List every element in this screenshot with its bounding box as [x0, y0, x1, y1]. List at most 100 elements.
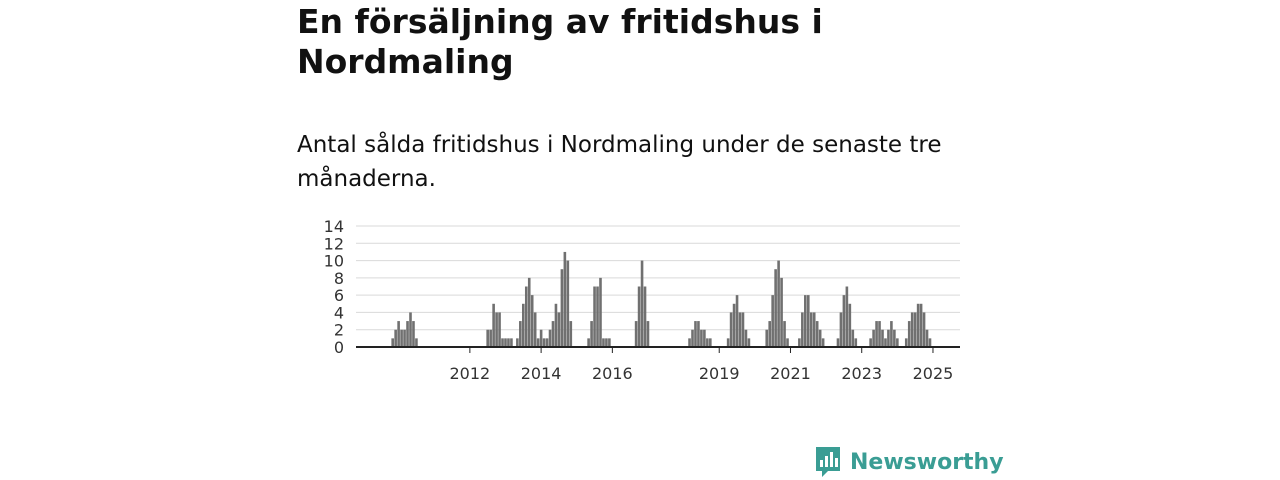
bar	[596, 286, 599, 347]
bar	[798, 338, 801, 347]
bar	[691, 329, 694, 347]
bar	[854, 338, 858, 347]
bar	[741, 312, 745, 347]
bar	[815, 321, 819, 347]
bar	[510, 338, 513, 347]
brand-logo-block[interactable]: Newsworthy	[814, 444, 1004, 480]
bar	[904, 338, 908, 347]
bar	[893, 329, 896, 347]
bar	[869, 338, 872, 347]
bar	[643, 286, 647, 347]
bar	[694, 321, 697, 347]
x-tick-label: 2023	[841, 364, 882, 383]
bar	[783, 321, 786, 347]
bar	[878, 321, 881, 347]
bar	[771, 295, 774, 347]
chart-subtitle: Antal sålda fritidshus i Nordmaling unde…	[297, 132, 942, 192]
bar	[489, 329, 492, 347]
bar	[646, 321, 650, 347]
bar	[516, 338, 519, 347]
bar	[735, 295, 739, 347]
bar	[548, 329, 552, 347]
bar	[910, 312, 914, 347]
x-axis-labels: 2012 2014 2016 2019 2021 2023 2025	[450, 347, 953, 383]
x-tick-label: 2014	[521, 364, 562, 383]
y-tick-label: 12	[324, 234, 344, 253]
bar	[545, 338, 549, 347]
bar	[896, 338, 899, 347]
bar	[560, 269, 564, 347]
y-tick-label: 4	[334, 303, 344, 322]
bar	[706, 338, 709, 347]
bar	[524, 286, 528, 347]
bar	[563, 251, 567, 347]
bar	[409, 312, 412, 347]
bar	[872, 329, 875, 347]
chart-title: En försäljning av fritidshus i Nordmalin…	[297, 2, 823, 81]
y-tick-label: 14	[324, 217, 344, 236]
bar	[703, 329, 706, 347]
bar	[554, 303, 558, 347]
bar	[780, 277, 783, 347]
bar	[522, 303, 525, 347]
data-labels: 1	[949, 212, 960, 217]
y-tick-label: 6	[334, 286, 344, 305]
bar	[812, 312, 816, 347]
x-tick-label: 2016	[592, 364, 633, 383]
y-tick-label: 8	[334, 269, 344, 288]
bar	[533, 312, 537, 347]
bar	[786, 338, 789, 347]
bar	[557, 312, 561, 347]
bar	[887, 329, 890, 347]
bar	[747, 338, 751, 347]
newsworthy-logo-icon	[816, 447, 840, 477]
bar	[602, 338, 605, 347]
bar	[765, 329, 769, 347]
bar	[919, 303, 923, 347]
bar	[637, 286, 641, 347]
bar	[744, 329, 748, 347]
gridlines	[356, 225, 960, 331]
x-tick-label: 2012	[450, 364, 491, 383]
bar	[397, 321, 400, 347]
bar	[842, 295, 846, 347]
x-tick-label: 2019	[699, 364, 740, 383]
value-label: 1	[949, 212, 960, 217]
bar	[504, 338, 507, 347]
bar	[415, 338, 418, 347]
bar	[519, 321, 522, 347]
bar	[412, 321, 415, 347]
bar	[700, 329, 703, 347]
bar	[726, 338, 730, 347]
bar	[403, 329, 406, 347]
bar	[774, 269, 777, 347]
bar	[925, 329, 929, 347]
brand-name: Newsworthy	[850, 449, 1004, 475]
bar	[890, 321, 893, 347]
bar	[688, 338, 691, 347]
bar	[599, 277, 602, 347]
bar	[400, 329, 403, 347]
bar	[527, 277, 531, 347]
bar	[916, 303, 920, 347]
bar	[587, 338, 590, 347]
bar	[391, 338, 394, 347]
bar	[605, 338, 608, 347]
bar	[851, 329, 855, 347]
y-tick-label: 0	[334, 338, 344, 357]
bars	[391, 251, 932, 347]
bar	[501, 338, 504, 347]
bar	[821, 338, 825, 347]
x-tick-label: 2021	[770, 364, 811, 383]
bar	[732, 303, 736, 347]
bar	[634, 321, 638, 347]
bar	[801, 312, 804, 347]
bar	[486, 329, 489, 347]
bar	[539, 329, 543, 347]
y-tick-label: 2	[334, 321, 344, 340]
bar	[839, 312, 843, 347]
bar	[640, 260, 644, 347]
bar	[848, 303, 852, 347]
